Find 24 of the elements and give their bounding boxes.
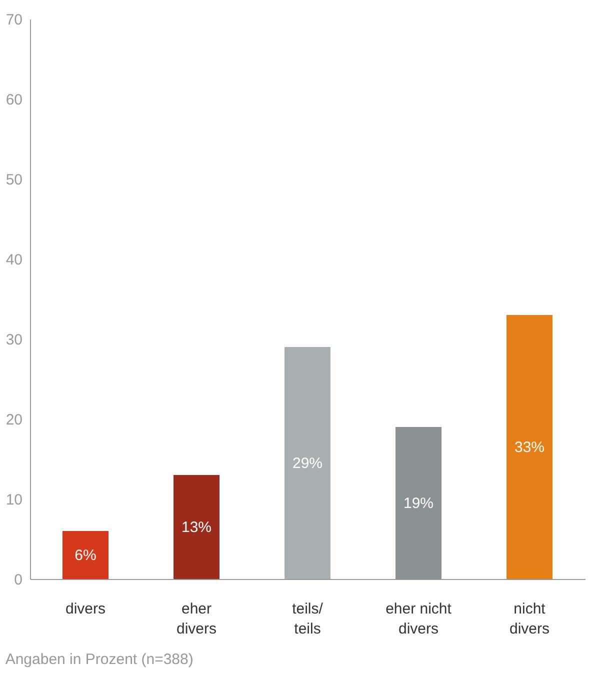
y-tick-label: 60 bbox=[6, 92, 22, 108]
x-tick-label: divers bbox=[65, 600, 106, 618]
x-tick-label: teils/ teils bbox=[292, 600, 324, 638]
x-tick-label: eher divers bbox=[176, 600, 217, 638]
data-label: 19% bbox=[403, 495, 434, 512]
y-tick-label: 40 bbox=[6, 252, 22, 268]
y-tick-label: 70 bbox=[6, 12, 22, 28]
data-label: 29% bbox=[292, 455, 323, 472]
bar bbox=[396, 427, 442, 579]
data-label: 33% bbox=[514, 439, 545, 456]
y-tick-label: 50 bbox=[6, 172, 22, 188]
data-label: 13% bbox=[181, 519, 212, 536]
x-tick-label: nicht divers bbox=[509, 600, 550, 638]
data-label: 6% bbox=[74, 547, 96, 564]
bar bbox=[174, 475, 220, 579]
y-tick-label: 20 bbox=[6, 412, 22, 428]
y-tick-label: 10 bbox=[6, 492, 22, 508]
bar bbox=[62, 531, 108, 579]
y-tick-label: 0 bbox=[14, 572, 22, 588]
y-tick-label: 30 bbox=[6, 332, 22, 348]
bar bbox=[284, 347, 330, 579]
bar bbox=[506, 315, 552, 579]
text: Angaben in Prozent (n=388) bbox=[5, 651, 194, 668]
x-tick-label: eher nicht divers bbox=[386, 600, 452, 638]
